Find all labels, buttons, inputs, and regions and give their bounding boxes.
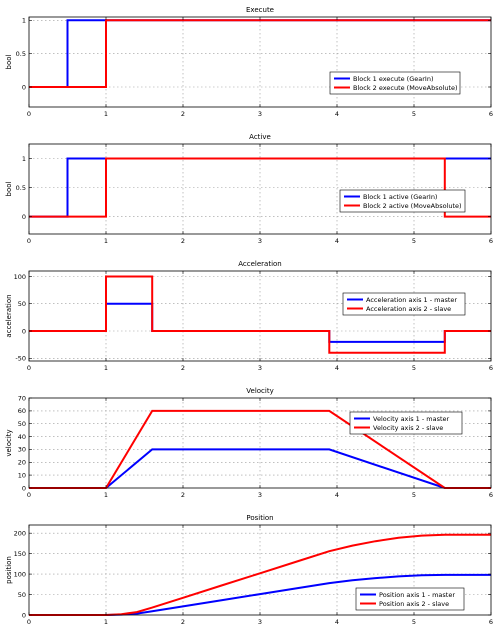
chart-1-series-1-line — [29, 157, 491, 218]
chart-3-xtick-label-0: 0 — [27, 491, 31, 499]
chart-0-ytick-label-2: 1 — [22, 17, 26, 25]
chart-1-xtick-label-5: 5 — [412, 237, 416, 245]
chart-1: 0 1 2 3 4 5 6 0 0.5 1 Active bool Block 1 active (Ge… — [5, 133, 493, 245]
chart-4-legend-label-0: Position axis 1 - master — [379, 591, 455, 599]
chart-0-xtick-label-4: 4 — [335, 110, 339, 118]
chart-2-ytick-label-3: 100 — [14, 273, 26, 281]
chart-4-series-1-line — [29, 533, 491, 616]
chart-2-xtick-label-2: 2 — [181, 364, 185, 372]
chart-4-xtick-label-4: 4 — [335, 618, 339, 626]
chart-4-ytick-label-0: 0 — [22, 611, 26, 619]
chart-1-ytick-label-2: 1 — [22, 155, 26, 163]
chart-4-xtick-label-3: 3 — [258, 618, 262, 626]
chart-4-ytick-label-4: 200 — [14, 530, 26, 538]
chart-3-ytick-label-7: 70 — [18, 394, 26, 402]
chart-4-xtick-label-2: 2 — [181, 618, 185, 626]
chart-3-title: Velocity — [246, 387, 273, 395]
chart-2: 0 1 2 3 4 5 6-50050100Accelerationacceleration… — [5, 260, 493, 372]
chart-1-ytick-label-0: 0 — [22, 213, 26, 221]
chart-2-legend: Acceleration axis 1 - masterAcceleration… — [342, 292, 466, 316]
chart-2-series-1-line — [29, 275, 491, 354]
chart-1-ytick-label-1: 0.5 — [16, 184, 26, 192]
chart-0-xtick-label-6: 6 — [489, 110, 493, 118]
chart-0-xtick-label-5: 5 — [412, 110, 416, 118]
chart-4-xtick-label-0: 0 — [27, 618, 31, 626]
chart-3-xtick-label-4: 4 — [335, 491, 339, 499]
chart-2-ytick-label-2: 50 — [18, 300, 26, 308]
chart-3-legend-box — [349, 411, 463, 435]
chart-0-legend-box — [329, 71, 461, 95]
chart-3-legend-label-1: Velocity axis 2 - slave — [373, 424, 443, 432]
chart-2-title: Acceleration — [238, 260, 282, 268]
chart-4-xtick-label-1: 1 — [104, 618, 108, 626]
chart-3-xtick-label-1: 1 — [104, 491, 108, 499]
chart-0-xtick-label-1: 1 — [104, 110, 108, 118]
chart-0-legend-label-0: Block 1 execute (GearIn) — [353, 75, 434, 83]
chart-3-ytick-label-4: 40 — [18, 433, 26, 441]
chart-3-ytick-label-2: 20 — [18, 459, 26, 467]
chart-0-xtick-label-2: 2 — [181, 110, 185, 118]
chart-1-legend-box — [339, 189, 466, 213]
chart-4-ytick-label-1: 50 — [18, 591, 26, 599]
chart-3-ytick-label-1: 10 — [18, 471, 26, 479]
chart-2-ytick-label-1: 0 — [22, 327, 26, 335]
chart-2-xtick-label-1: 1 — [104, 364, 108, 372]
chart-2-legend-label-0: Acceleration axis 1 - master — [366, 296, 457, 304]
chart-1-xtick-label-6: 6 — [489, 237, 493, 245]
chart-0-series-1-line — [29, 19, 491, 88]
chart-2-ytick-label-0: -50 — [15, 355, 26, 363]
chart-3-ytick-label-6: 60 — [18, 407, 26, 415]
chart-4-title: Position — [246, 514, 273, 522]
chart-0: 0 1 2 3 4 5 6 0 0.5 1 Execute bool Block 1 execute (… — [5, 6, 493, 118]
chart-3-ytick-label-5: 50 — [18, 420, 26, 428]
chart-0-title: Execute — [246, 6, 274, 14]
chart-0-legend: Block 1 execute (GearIn)Block 2 execute … — [329, 71, 461, 95]
chart-2-xtick-label-3: 3 — [258, 364, 262, 372]
chart-4-legend-label-1: Position axis 2 - slave — [379, 600, 449, 608]
chart-2-xtick-label-5: 5 — [412, 364, 416, 372]
chart-3: 0 1 2 3 4 5 6010203040506070VelocityvelocityVe… — [5, 387, 493, 499]
chart-1-xtick-label-3: 3 — [258, 237, 262, 245]
chart-4-legend-box — [355, 587, 465, 611]
chart-1-xtick-label-1: 1 — [104, 237, 108, 245]
chart-1-legend-label-1: Block 2 active (MoveAbsolute) — [363, 202, 462, 210]
chart-2-xtick-label-6: 6 — [489, 364, 493, 372]
chart-4-ytick-label-2: 100 — [14, 570, 26, 578]
chart-1-ylabel: bool — [5, 181, 13, 196]
chart-3-ytick-label-0: 0 — [22, 484, 26, 492]
chart-3-legend-label-0: Velocity axis 1 - master — [373, 415, 450, 423]
chart-3-xtick-label-6: 6 — [489, 491, 493, 499]
chart-1-xtick-label-0: 0 — [27, 237, 31, 245]
chart-3-ylabel: velocity — [5, 429, 13, 456]
chart-3-xtick-label-5: 5 — [412, 491, 416, 499]
chart-4-xtick-label-5: 5 — [412, 618, 416, 626]
chart-2-legend-box — [342, 292, 466, 316]
chart-0-xtick-label-0: 0 — [27, 110, 31, 118]
chart-1-xtick-label-2: 2 — [181, 237, 185, 245]
chart-4: 0 1 2 3 4 5 6 0 50 100 150 200 Position position Posit… — [5, 514, 493, 626]
chart-4-ylabel: position — [5, 556, 13, 584]
chart-0-ytick-label-0: 0 — [22, 83, 26, 91]
chart-1-legend-label-0: Block 1 active (GearIn) — [363, 193, 437, 201]
chart-1-title: Active — [249, 133, 271, 141]
chart-2-ylabel: acceleration — [5, 294, 13, 337]
chart-2-legend-label-1: Acceleration axis 2 - slave — [366, 305, 451, 313]
chart-0-ylabel: bool — [5, 54, 13, 69]
chart-0-ytick-label-1: 0.5 — [16, 50, 26, 58]
chart-0-xtick-label-3: 3 — [258, 110, 262, 118]
chart-1-legend: Block 1 active (GearIn)Block 2 active (M… — [339, 189, 466, 213]
chart-4-ytick-label-3: 150 — [14, 550, 26, 558]
chart-3-xtick-label-2: 2 — [181, 491, 185, 499]
chart-4-xtick-label-6: 6 — [489, 618, 493, 626]
chart-0-legend-label-1: Block 2 execute (MoveAbsolute) — [353, 84, 458, 92]
chart-1-xtick-label-4: 4 — [335, 237, 339, 245]
chart-3-xtick-label-3: 3 — [258, 491, 262, 499]
chart-3-ytick-label-3: 30 — [18, 446, 26, 454]
chart-2-xtick-label-0: 0 — [27, 364, 31, 372]
chart-2-xtick-label-4: 4 — [335, 364, 339, 372]
